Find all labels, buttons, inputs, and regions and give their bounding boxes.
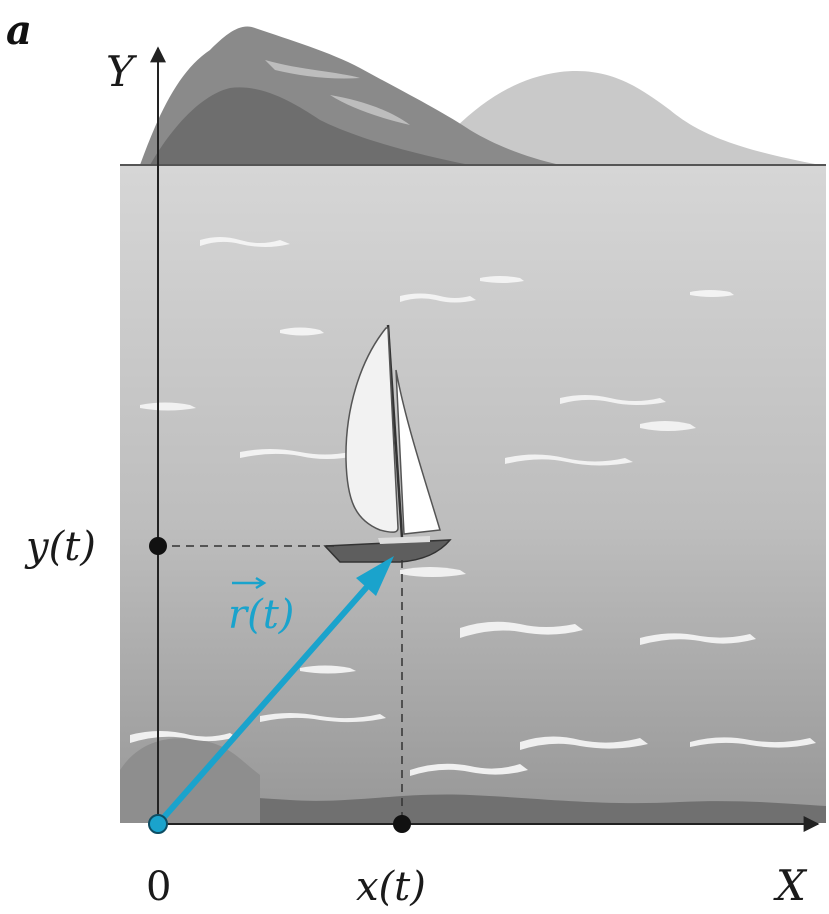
sailboat: [323, 324, 452, 563]
y-tick-label: y(t): [24, 524, 96, 570]
wave-highlights: [130, 237, 816, 776]
x-axis-label: X: [773, 861, 808, 910]
boat-mainsail: [345, 327, 399, 533]
mountain-light: [420, 70, 820, 165]
vector-label-group: r(t): [228, 576, 294, 638]
x-tick-point: [393, 815, 411, 833]
y-axis-label: Y: [106, 47, 138, 96]
vector-label-arrow: [232, 576, 267, 590]
boat-deck: [378, 536, 430, 544]
position-vector-head: [356, 556, 394, 596]
position-vector-shaft: [155, 585, 369, 827]
foreground-hill: [120, 738, 260, 823]
water-surface: [120, 165, 826, 823]
mountains: [140, 26, 820, 165]
x-tick-label: x(t): [356, 864, 426, 910]
panel-letter: a: [6, 7, 32, 54]
foreground-shore: [120, 794, 826, 823]
mountain-dark-shadow: [150, 87, 470, 165]
origin-point: [148, 814, 168, 834]
boat-jib: [395, 369, 441, 535]
origin-label: 0: [146, 864, 171, 910]
y-tick-point: [149, 537, 167, 555]
vector-label: r(t): [228, 592, 294, 638]
mountain-snow: [265, 60, 410, 125]
boat-hull: [323, 539, 452, 563]
